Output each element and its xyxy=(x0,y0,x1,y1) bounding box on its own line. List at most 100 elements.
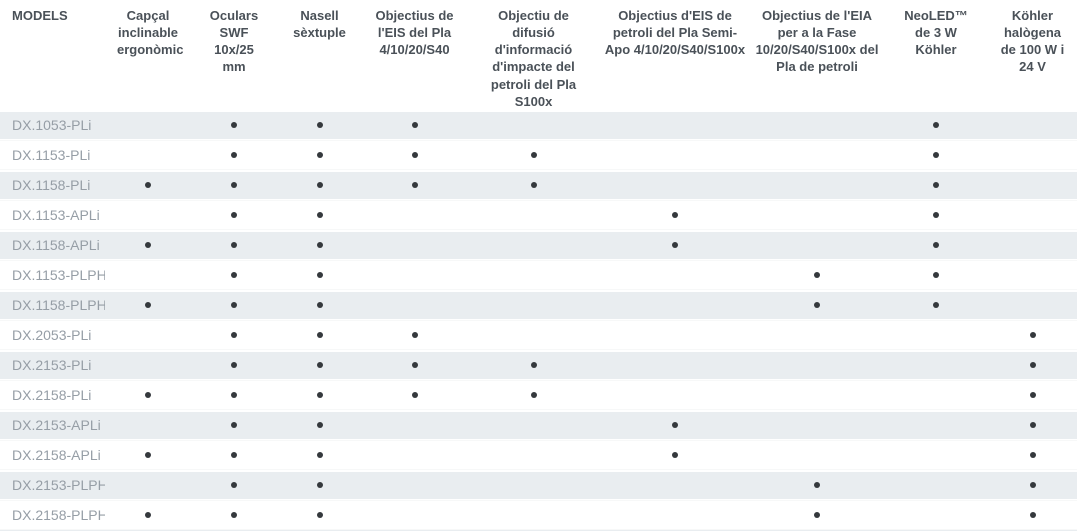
header-row: MODELS Capçal inclinable ergonòmic Ocula… xyxy=(0,0,1077,110)
feature-cell xyxy=(884,169,988,200)
feature-bullet xyxy=(316,151,323,158)
feature-cell xyxy=(884,469,988,500)
feature-cell xyxy=(600,319,750,350)
feature-cell xyxy=(362,259,467,290)
feature-bullet xyxy=(933,151,939,158)
feature-bullet xyxy=(411,362,418,369)
feature-cell xyxy=(467,289,600,320)
feature-bullet xyxy=(316,271,323,278)
feature-cell xyxy=(191,469,277,500)
feature-cell xyxy=(277,229,362,260)
feature-cell xyxy=(105,439,191,470)
feature-cell xyxy=(105,109,191,140)
feature-cell xyxy=(467,199,600,230)
feature-cell xyxy=(600,469,750,500)
feature-cell xyxy=(988,469,1077,500)
feature-cell xyxy=(884,199,988,230)
feature-cell xyxy=(467,349,600,380)
feature-cell xyxy=(467,319,600,350)
feature-cell xyxy=(467,499,600,530)
feature-bullet xyxy=(231,331,237,338)
feature-cell xyxy=(988,169,1077,200)
feature-cell xyxy=(988,379,1077,410)
feature-cell xyxy=(362,109,467,140)
feature-cell xyxy=(191,439,277,470)
feature-cell xyxy=(277,469,362,500)
feature-cell xyxy=(467,259,600,290)
feature-cell xyxy=(277,499,362,530)
feature-cell xyxy=(884,409,988,440)
feature-cell xyxy=(884,289,988,320)
feature-cell xyxy=(600,349,750,380)
feature-cell xyxy=(191,259,277,290)
feature-bullet xyxy=(411,391,418,398)
feature-bullet xyxy=(316,362,323,369)
feature-cell xyxy=(600,229,750,260)
feature-cell xyxy=(277,409,362,440)
feature-cell xyxy=(105,229,191,260)
feature-bullet xyxy=(231,242,237,249)
feature-bullet xyxy=(672,451,678,458)
feature-cell xyxy=(988,289,1077,320)
feature-bullet xyxy=(316,302,323,309)
model-name: DX.1158-PLPHi xyxy=(0,289,105,320)
feature-bullet xyxy=(316,182,323,189)
column-header-objectius-eis-pla: Objectius de l'EIS del Pla 4/10/20/S40 xyxy=(375,8,454,58)
column-header-objectius-eia-fase: Objectius de l'EIA per a la Fase 10/20/S… xyxy=(755,8,879,75)
feature-cell xyxy=(277,349,362,380)
feature-bullet xyxy=(1029,451,1036,458)
feature-bullet xyxy=(1029,511,1036,518)
feature-cell xyxy=(600,259,750,290)
feature-bullet xyxy=(933,122,939,129)
feature-cell xyxy=(191,499,277,530)
model-name: DX.2153-PLi xyxy=(0,349,105,380)
feature-bullet xyxy=(231,391,237,398)
feature-bullet xyxy=(231,182,237,189)
table-row: DX.2153-PLi xyxy=(0,349,1077,380)
feature-cell xyxy=(467,169,600,200)
feature-bullet xyxy=(411,182,418,189)
feature-cell xyxy=(884,439,988,470)
feature-cell xyxy=(191,229,277,260)
feature-cell xyxy=(105,379,191,410)
feature-bullet xyxy=(231,302,237,309)
feature-cell xyxy=(467,139,600,170)
table-body: DX.1053-PLi DX.1153-PLi DX.1158-PLi DX.1153… xyxy=(0,109,1077,530)
model-name: DX.1153-PLi xyxy=(0,139,105,170)
feature-cell xyxy=(600,109,750,140)
table-row: DX.1158-APLi xyxy=(0,229,1077,260)
feature-bullet xyxy=(672,211,678,218)
feature-bullet xyxy=(231,422,237,429)
column-header-kohler-halogena: Köhler halògena de 100 W i 24 V xyxy=(1000,8,1065,75)
feature-cell xyxy=(362,499,467,530)
column-header-objectius-eis-semi-apo: Objectius d'EIS de petroli del Pla Semi-… xyxy=(604,8,746,58)
feature-cell xyxy=(362,169,467,200)
feature-bullet xyxy=(231,271,237,278)
feature-cell xyxy=(277,169,362,200)
feature-cell xyxy=(467,229,600,260)
feature-cell xyxy=(988,319,1077,350)
feature-cell xyxy=(884,139,988,170)
feature-cell xyxy=(362,349,467,380)
feature-bullet xyxy=(316,391,323,398)
feature-cell xyxy=(191,109,277,140)
feature-cell xyxy=(884,229,988,260)
feature-cell xyxy=(988,229,1077,260)
table-row: DX.1158-PLi xyxy=(0,169,1077,200)
table-row: DX.2153-APLi xyxy=(0,409,1077,440)
feature-cell xyxy=(362,139,467,170)
feature-cell xyxy=(362,409,467,440)
feature-cell xyxy=(600,139,750,170)
feature-bullet xyxy=(316,331,323,338)
table-row: DX.1153-APLi xyxy=(0,199,1077,230)
feature-cell xyxy=(362,319,467,350)
feature-cell xyxy=(750,409,884,440)
feature-cell xyxy=(105,259,191,290)
table-row: DX.2158-PLPHi xyxy=(0,499,1077,530)
column-header-neoled: NeoLED™ de 3 W Köhler xyxy=(904,8,968,58)
table-row: DX.1053-PLi xyxy=(0,109,1077,140)
feature-cell xyxy=(750,379,884,410)
feature-cell xyxy=(277,289,362,320)
feature-cell xyxy=(600,439,750,470)
